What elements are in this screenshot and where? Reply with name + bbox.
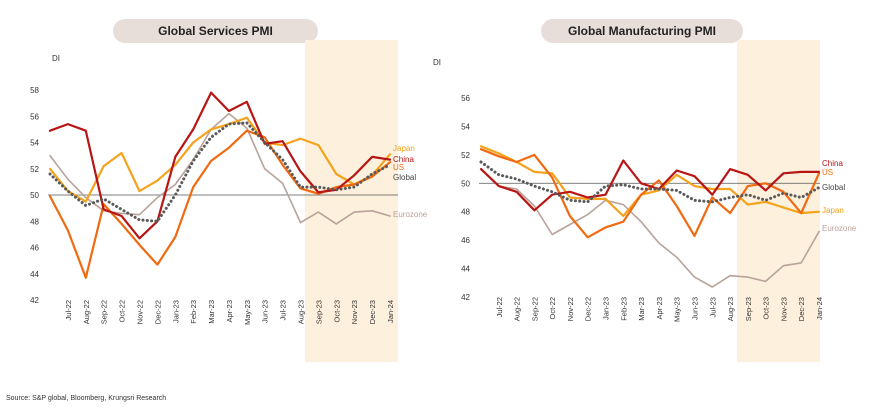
series-label-global: Global (393, 173, 416, 182)
x-tick-label: Jul-23 (279, 300, 288, 320)
x-tick-label: Jun-23 (690, 297, 699, 320)
x-tick-label: Oct-22 (118, 300, 127, 323)
manufacturing-chart-title: Global Manufacturing PMI (541, 19, 743, 43)
series-label-japan: Japan (822, 206, 844, 215)
series-line-japan (48, 116, 392, 203)
x-tick-label: Nov-22 (135, 300, 144, 324)
x-tick-label: Jul-22 (64, 300, 73, 320)
x-tick-label: Jan-24 (815, 297, 824, 320)
x-tick-label: Jul-23 (708, 297, 717, 317)
y-tick-label: 44 (30, 270, 39, 279)
x-tick-label: Aug-23 (297, 300, 306, 324)
source-note: Source: S&P global, Bloomberg, Krungsri … (6, 395, 167, 402)
x-tick-label: Jun-23 (261, 300, 270, 323)
x-tick-label: Dec-22 (584, 297, 593, 321)
x-tick-label: Feb-23 (619, 297, 628, 321)
series-line-global (48, 121, 392, 223)
series-line-us (479, 148, 821, 239)
x-tick-label: Sep-23 (314, 300, 323, 324)
y-tick-label: 48 (461, 208, 470, 217)
series-label-us: US (393, 163, 404, 172)
series-line-global (479, 160, 821, 204)
x-tick-label: Apr-23 (655, 297, 664, 320)
x-tick-label: Nov-22 (566, 297, 575, 321)
x-tick-label: Oct-22 (548, 297, 557, 320)
services-chart-title: Global Services PMI (113, 19, 318, 43)
series-label-china: China (822, 159, 843, 168)
highlight-band (305, 40, 398, 362)
y-tick-label: 48 (30, 217, 39, 226)
y-tick-label: 42 (461, 293, 470, 302)
x-tick-label: Oct-23 (762, 297, 771, 320)
series-label-eurozone: Eurozone (822, 224, 857, 233)
x-tick-label: Dec-23 (797, 297, 806, 321)
y-tick-label: 56 (461, 94, 470, 103)
y-tick-label: 54 (30, 139, 39, 148)
x-tick-label: Jan-23 (602, 297, 611, 320)
x-tick-label: Aug-22 (82, 300, 91, 324)
y-axis-label: DI (433, 58, 441, 67)
x-tick-label: Jan-23 (171, 300, 180, 323)
series-line-japan (479, 145, 821, 218)
series-label-eurozone: Eurozone (393, 210, 428, 219)
y-tick-label: 52 (461, 151, 470, 160)
y-tick-label: 50 (30, 191, 39, 200)
y-tick-label: 56 (30, 112, 39, 121)
series-label-japan: Japan (393, 144, 415, 153)
y-tick-label: 42 (30, 296, 39, 305)
services-pmi-chart: DI 42 44 46 48 50 52 54 56 58 Jul-22 Aug-22 Sep-22 Oc… (30, 40, 428, 362)
x-tick-label: Nov-23 (350, 300, 359, 324)
y-tick-label: 44 (461, 265, 470, 274)
x-tick-label: Apr-23 (225, 300, 234, 323)
y-tick-label: 54 (461, 122, 470, 131)
x-tick-label: May-23 (243, 300, 252, 325)
x-tick-label: Dec-23 (368, 300, 377, 324)
series-line-eurozone (480, 168, 820, 288)
series-line-china (479, 159, 821, 212)
x-tick-label: Sep-22 (100, 300, 109, 324)
x-tick-label: Aug-22 (513, 297, 522, 321)
x-tick-label: Jul-22 (495, 297, 504, 317)
x-tick-label: Aug-23 (726, 297, 735, 321)
y-tick-label: 46 (30, 244, 39, 253)
y-tick-label: 50 (461, 179, 470, 188)
y-tick-label: 52 (30, 165, 39, 174)
series-label-china: China (393, 155, 414, 164)
x-tick-label: Jan-24 (386, 300, 395, 323)
x-tick-label: Sep-23 (744, 297, 753, 321)
x-tick-label: Nov-23 (779, 297, 788, 321)
x-tick-label: Mar-23 (207, 300, 216, 324)
x-tick-label: Dec-22 (153, 300, 162, 324)
x-tick-label: May-23 (673, 297, 682, 322)
y-axis-label: DI (52, 54, 60, 63)
series-label-global: Global (822, 183, 845, 192)
manufacturing-pmi-chart: DI 42 44 46 48 50 52 54 56 Jul-22 Aug-22 Sep-22 Oct-… (433, 40, 857, 362)
x-tick-label: Oct-23 (332, 300, 341, 323)
x-tick-label: Feb-23 (189, 300, 198, 324)
y-tick-label: 46 (461, 236, 470, 245)
y-tick-label: 58 (30, 86, 39, 95)
x-tick-label: Sep-22 (530, 297, 539, 321)
x-tick-label: Mar-23 (637, 297, 646, 321)
series-label-us: US (822, 168, 833, 177)
